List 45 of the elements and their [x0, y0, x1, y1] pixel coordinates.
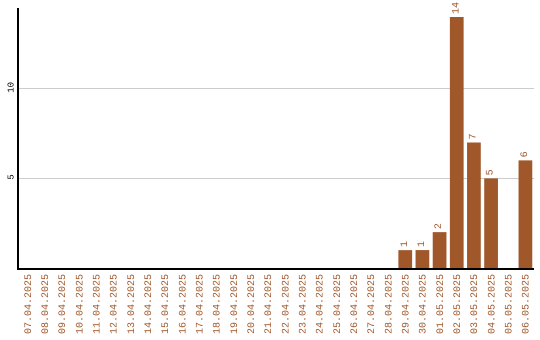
x-tick-label: 19.04.2025 — [230, 274, 241, 334]
bar — [518, 160, 532, 268]
data-label: 5 — [486, 169, 497, 176]
x-tick-label: 14.04.2025 — [144, 274, 155, 334]
x-tick-label: 25.04.2025 — [332, 274, 344, 334]
x-tick-label: 23.04.2025 — [298, 274, 310, 334]
bar — [450, 16, 464, 268]
x-tick-label: 09.04.2025 — [58, 274, 70, 334]
x-tick-label: 04.05.2025 — [487, 274, 498, 334]
x-tick-label: 03.05.2025 — [470, 274, 482, 334]
x-tick-label: 18.04.2025 — [212, 274, 224, 334]
data-label: 14 — [451, 2, 462, 14]
bar — [398, 250, 412, 268]
data-label: 1 — [400, 241, 411, 248]
data-label: 2 — [434, 223, 446, 230]
x-tick-label: 07.04.2025 — [24, 274, 35, 334]
x-tick-label: 10.04.2025 — [75, 274, 86, 334]
x-tick-label: 02.05.2025 — [453, 274, 464, 334]
x-tick-label: 13.04.2025 — [126, 274, 138, 334]
x-tick-label: 30.04.2025 — [418, 274, 430, 334]
x-tick-label: 29.04.2025 — [402, 274, 412, 334]
x-tick-label: 06.05.2025 — [522, 274, 533, 334]
x-tick-label: 05.05.2025 — [504, 274, 516, 334]
x-tick-label: 08.04.2025 — [41, 274, 52, 334]
data-label: 6 — [520, 151, 531, 158]
x-tick-label: 20.04.2025 — [247, 274, 258, 334]
data-label: 7 — [468, 133, 480, 140]
x-tick-label: 26.04.2025 — [350, 274, 361, 334]
x-tick-label: 16.04.2025 — [178, 274, 190, 334]
bar — [432, 232, 446, 268]
x-tick-label: 24.04.2025 — [316, 274, 327, 334]
x-tick-label: 28.04.2025 — [384, 274, 396, 334]
x-tick-label: 21.04.2025 — [264, 274, 276, 334]
x-tick-label: 15.04.2025 — [161, 274, 172, 334]
x-tick-label: 17.04.2025 — [196, 274, 206, 334]
x-tick-label: 01.05.2025 — [436, 274, 447, 334]
bar — [416, 250, 430, 268]
x-tick-label: 11.04.2025 — [92, 274, 104, 334]
bar — [484, 178, 498, 268]
x-tick-label: 12.04.2025 — [110, 274, 121, 334]
x-tick-label: 22.04.2025 — [281, 274, 292, 334]
data-label: 1 — [416, 241, 428, 248]
x-tick-label: 27.04.2025 — [367, 274, 378, 334]
y-tick-label: 10 — [6, 82, 16, 93]
bar — [467, 142, 481, 268]
